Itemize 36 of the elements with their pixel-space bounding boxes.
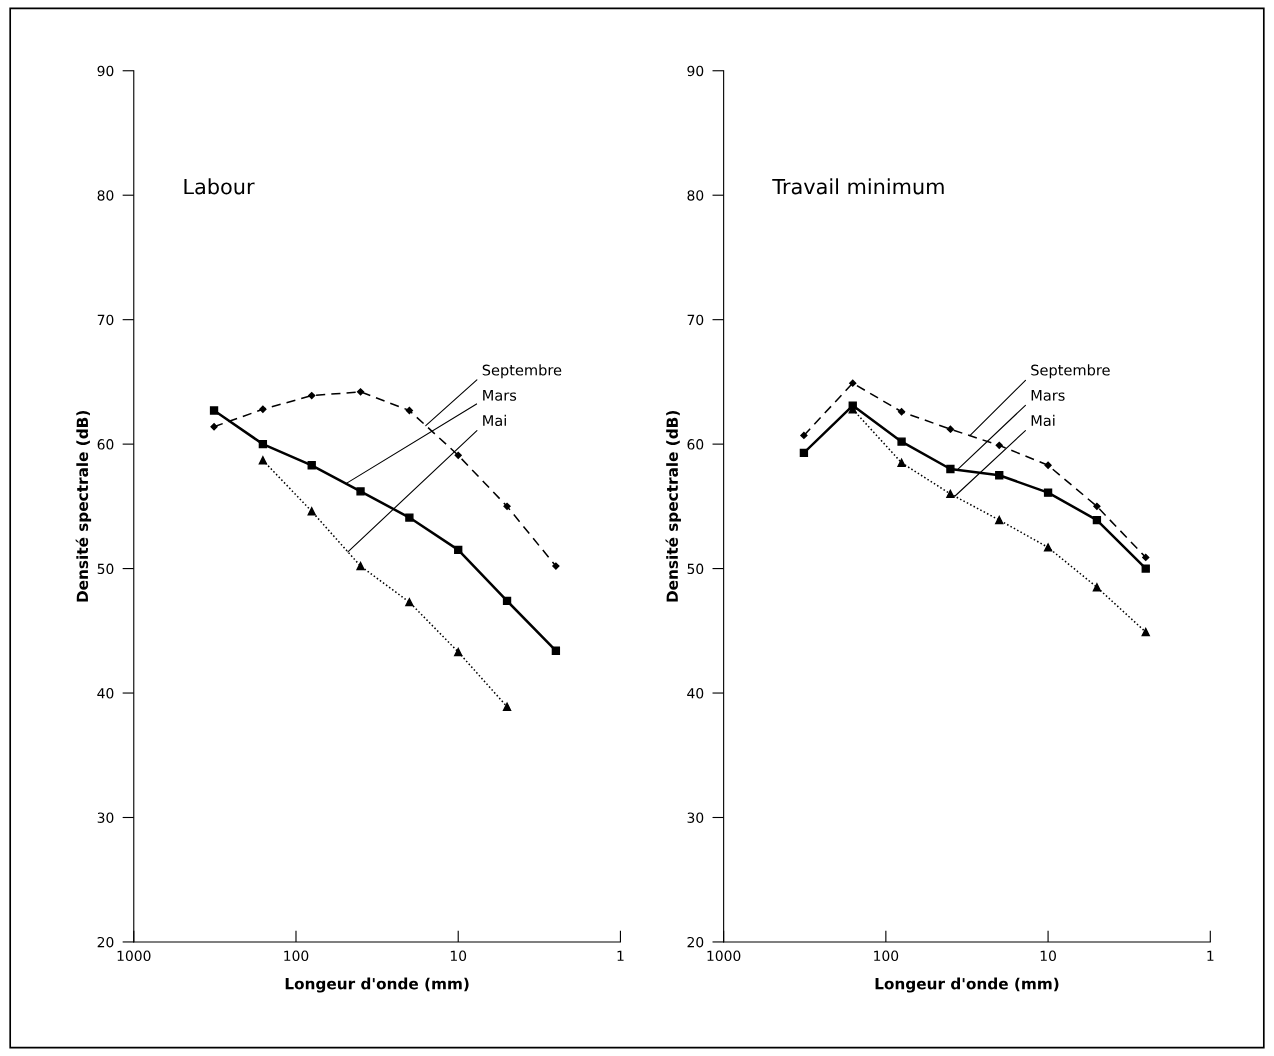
y-tick-label: 50 [687,563,704,575]
y-tick-label: 40 [97,688,114,699]
y-tick-label: 80 [97,190,114,201]
y-tick-label: 20 [687,936,704,948]
text: Mai [1031,414,1055,427]
text: Septembre [1031,364,1110,379]
text: Mars [1031,389,1065,401]
x-tick-label: 1 [617,950,624,961]
y-tick-label: 60 [97,439,114,450]
x-tick-label: 10 [450,950,467,962]
x-tick-label: 100 [284,950,309,962]
text: Mars [483,389,517,401]
y-axis-title: Densité spectrale (dB) [75,411,92,602]
y-tick-label: 30 [687,812,704,823]
text: Labour [184,178,255,195]
y-axis-title: Densité spectrale (dB) [665,411,681,602]
y-tick-label: 80 [687,190,704,201]
y-tick-label: 60 [687,439,704,450]
x-tick-label: 1000 [707,950,741,962]
y-tick-label: 20 [97,936,114,948]
x-axis-title: Longeur d'onde (mm) [875,977,1059,993]
y-tick-label: 70 [687,314,704,326]
x-tick-label: 1000 [117,950,151,962]
y-tick-label: 50 [97,563,114,575]
x-axis-title: Longeur d'onde (mm) [285,977,469,993]
text: Septembre [482,364,562,379]
x-tick-label: 1 [1207,950,1214,961]
y-tick-label: 90 [97,65,114,77]
y-tick-label: 70 [97,314,114,326]
x-tick-label: 10 [1040,950,1056,962]
text: Mai [483,414,506,427]
y-tick-label: 40 [687,688,704,699]
x-tick-label: 100 [874,950,899,962]
y-tick-label: 30 [97,812,114,823]
text: Travail minimum [772,178,944,195]
y-tick-label: 90 [687,65,704,77]
